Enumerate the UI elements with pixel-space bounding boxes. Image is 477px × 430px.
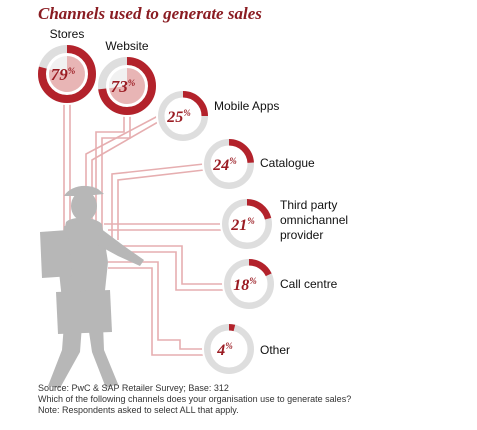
connector-line [95, 116, 125, 240]
donut-inner-slice [49, 56, 86, 93]
donut-other: 4% [202, 322, 256, 376]
connector-line [118, 251, 224, 291]
shopper-silhouette-icon [40, 185, 144, 388]
donut-catalogue: 24% [202, 137, 256, 191]
donut-mobile-apps: 25% [156, 89, 210, 143]
donut-arc [98, 57, 156, 115]
category-label: Website [105, 39, 148, 53]
connector-line [108, 261, 204, 350]
donut-arc [204, 139, 254, 189]
connector-line [117, 169, 205, 240]
category-label: Stores [50, 27, 85, 41]
donut-third-party-omnichannel-provider: 21% [220, 197, 274, 251]
chart-title: Channels used to generate sales [38, 4, 262, 23]
question-note: Which of the following channels does you… [38, 394, 352, 404]
donut-series: 79% Stores 73% Website 25% Mobile Apps 24% Cata… [36, 27, 348, 376]
connector-line [111, 163, 205, 240]
category-label: Mobile Apps [214, 99, 279, 113]
donut-call-centre: 18% [222, 257, 276, 311]
category-label: Third party omnichannel provider [280, 198, 348, 242]
donut-website: 73% [96, 55, 158, 117]
category-label: Catalogue [260, 156, 315, 170]
connector-line [108, 267, 204, 356]
donut-inner-slice [109, 68, 145, 104]
connector-line [101, 116, 131, 240]
donut-stores: 79% [36, 43, 98, 105]
donut-arc [158, 91, 208, 141]
connector-line [118, 245, 224, 285]
donut-arc [38, 45, 96, 103]
category-label: Other [260, 343, 290, 357]
source-note: Source: PwC & SAP Retailer Survey; Base:… [38, 383, 229, 393]
respondents-note: Note: Respondents asked to select ALL th… [38, 405, 239, 415]
connector-lines [63, 104, 224, 356]
category-label: Call centre [280, 277, 338, 291]
donut-arc [222, 199, 272, 249]
donut-arc [224, 259, 274, 309]
donut-arc [204, 324, 254, 374]
